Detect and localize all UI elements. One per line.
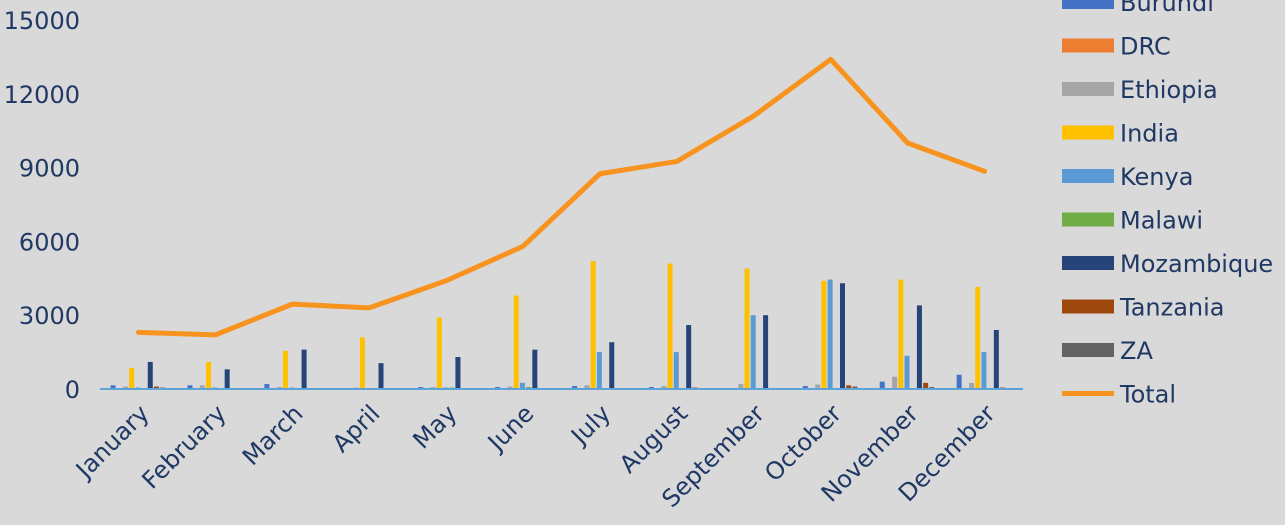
bar-kenya-august [673, 352, 679, 389]
y-axis-ticks: 0 3000 6000 9000 12000 15000 [4, 7, 80, 404]
bar-ethiopia-july [584, 385, 590, 389]
bar-mozambique-february [224, 369, 230, 389]
bar-india-april [359, 337, 365, 389]
bar-ethiopia-august [661, 386, 667, 389]
y-tick-label: 0 [65, 376, 80, 404]
bar-kenya-december [981, 352, 987, 389]
bar-kenya-october [827, 279, 833, 389]
bar-india-august [667, 263, 673, 389]
bar-mozambique-august [686, 325, 692, 389]
legend-swatch-burundi [1062, 0, 1114, 9]
bar-burundi-january [110, 385, 116, 389]
bar-mozambique-september [763, 315, 769, 389]
bar-burundi-october [802, 386, 808, 389]
legend-label-total: Total [1119, 381, 1176, 409]
total-line-layer [135, 56, 988, 338]
y-tick-label: 12000 [4, 81, 80, 109]
series-line-total [135, 56, 988, 338]
bar-mozambique-january [147, 361, 153, 389]
bar-ethiopia-december [969, 382, 975, 389]
legend-label-tanzania: Tanzania [1119, 294, 1225, 322]
bar-tanzania-november [923, 382, 929, 389]
bar-burundi-february [187, 385, 193, 389]
x-tick-label: June [481, 399, 539, 457]
legend-swatch-mozambique [1062, 256, 1114, 270]
bar-mozambique-october [840, 283, 846, 389]
legend-label-za: ZA [1120, 337, 1153, 365]
bar-mozambique-december [993, 329, 999, 389]
legend-swatch-kenya [1062, 169, 1114, 183]
bar-india-may [436, 317, 442, 389]
bar-india-march [282, 350, 288, 389]
bar-mozambique-april [378, 363, 384, 389]
y-tick-label: 15000 [4, 7, 80, 35]
bar-mozambique-march [301, 349, 307, 389]
bar-kenya-july [596, 352, 602, 389]
legend-label-drc: DRC [1120, 33, 1171, 61]
bar-tanzania-october [846, 385, 852, 389]
bar-burundi-july [572, 386, 578, 389]
bar-mozambique-may [455, 357, 461, 389]
bar-kenya-november [904, 355, 910, 389]
bar-ethiopia-november [892, 376, 898, 389]
legend-label-ethiopia: Ethiopia [1120, 76, 1218, 104]
y-tick-label: 9000 [19, 155, 80, 183]
bar-india-november [898, 279, 904, 389]
legend-swatch-za [1062, 343, 1114, 357]
legend-label-burundi: Burundi [1120, 0, 1214, 17]
bar-ethiopia-october [815, 384, 821, 389]
legend: Burundi DRC Ethiopia India Kenya Malawi Mozamb… [1062, 0, 1273, 409]
bar-india-july [590, 261, 596, 389]
bar-ethiopia-june [507, 386, 513, 389]
legend-label-kenya: Kenya [1120, 163, 1193, 191]
bar-ethiopia-january [122, 386, 128, 389]
legend-swatch-ethiopia [1062, 82, 1114, 96]
bar-india-october [821, 280, 827, 389]
bar-mozambique-june [532, 349, 538, 389]
x-tick-label: March [237, 399, 309, 471]
legend-swatch-tanzania [1062, 299, 1114, 314]
x-tick-label: July [564, 399, 616, 451]
bar-india-february [206, 361, 212, 389]
legend-label-mozambique: Mozambique [1120, 250, 1273, 278]
y-tick-label: 3000 [19, 302, 80, 330]
bar-burundi-november [879, 381, 885, 389]
bar-tanzania-january [153, 386, 159, 389]
bar-india-december [975, 286, 981, 389]
bar-ethiopia-february [199, 385, 205, 389]
legend-label-malawi: Malawi [1120, 207, 1203, 235]
bar-mozambique-july [609, 342, 615, 389]
legend-swatch-drc [1062, 38, 1114, 53]
legend-swatch-malawi [1062, 212, 1114, 227]
bar-kenya-september [750, 315, 756, 389]
bar-mozambique-november [916, 305, 922, 389]
bar-za-october [852, 386, 858, 389]
x-tick-label: August [614, 399, 693, 478]
bar-kenya-june [519, 382, 525, 389]
bar-burundi-march [264, 384, 270, 389]
x-tick-label: May [407, 399, 462, 454]
legend-swatch-india [1062, 125, 1114, 140]
y-tick-label: 6000 [19, 228, 80, 256]
x-tick-label: April [327, 399, 386, 458]
bar-india-june [513, 295, 519, 389]
bar-india-september [744, 268, 750, 389]
x-tick-label: February [137, 399, 232, 494]
bar-ethiopia-september [738, 384, 744, 389]
bar-india-january [129, 368, 135, 389]
bar-burundi-december [956, 374, 962, 389]
legend-label-india: India [1120, 120, 1179, 148]
